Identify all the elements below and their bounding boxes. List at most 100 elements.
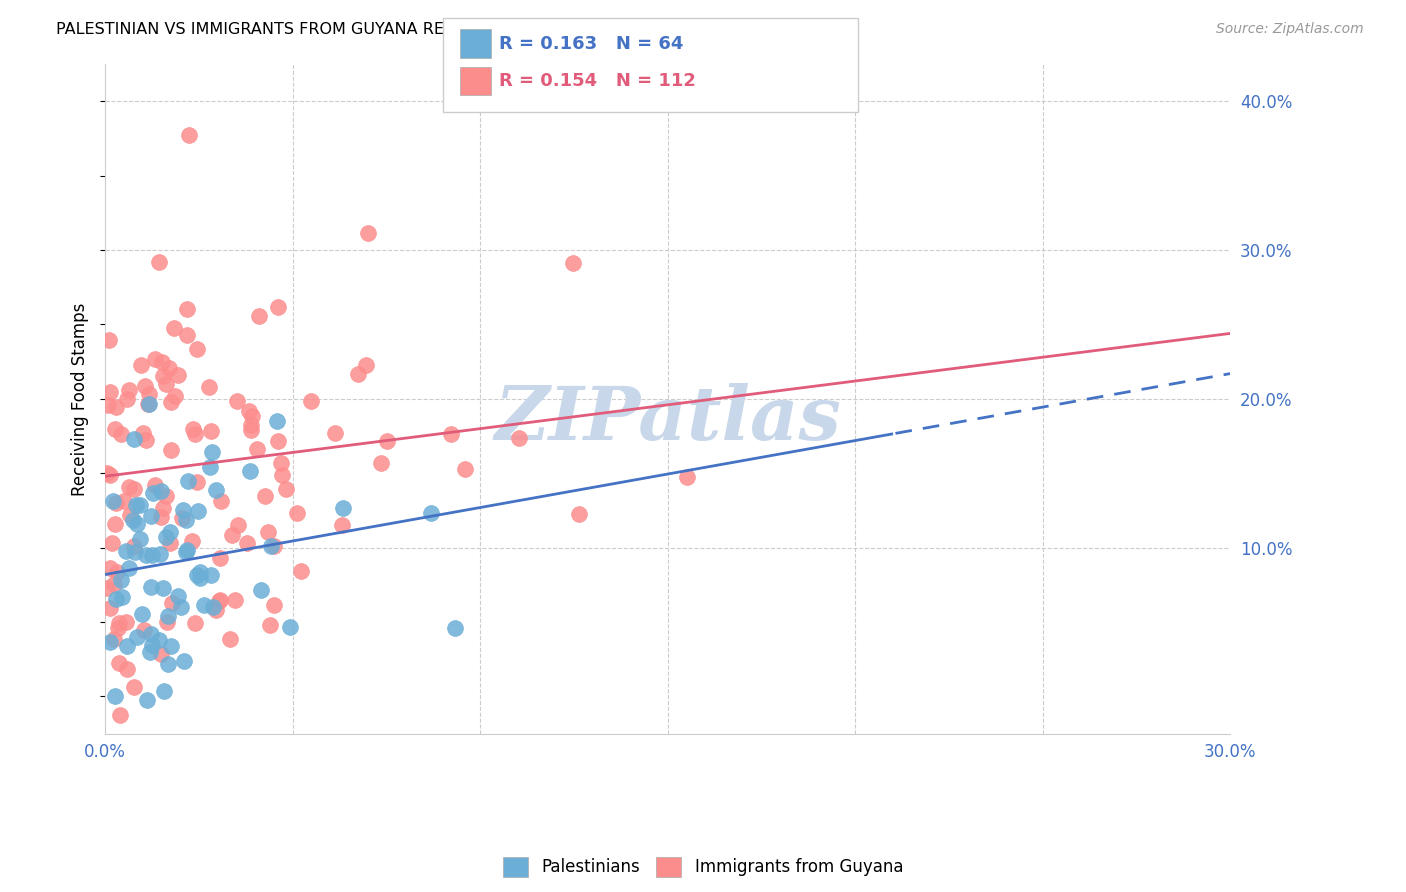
Point [139,627,162,641]
Point [160,395,183,409]
Point [104,690,127,704]
Point [179,128,201,143]
Text: ZIPatlas: ZIPatlas [495,383,841,455]
Point [138,387,160,401]
Point [201,600,224,615]
Point [159,443,181,458]
Point [172,503,194,517]
Point [118,384,141,398]
Point [108,657,131,671]
Point [176,301,198,316]
Point [187,504,209,518]
Point [208,592,231,607]
Point [357,227,380,241]
Point [221,527,243,541]
Point [98,384,121,399]
Point [135,433,157,447]
Point [103,577,125,591]
Point [219,632,242,646]
Point [238,404,260,418]
Point [239,464,262,478]
Point [150,483,173,498]
Point [323,426,346,441]
Point [97,398,120,412]
Point [148,254,170,268]
Point [156,657,179,671]
Point [160,639,183,653]
Point [148,632,170,647]
Point [270,456,292,470]
Point [568,507,591,521]
Text: R = 0.163   N = 64: R = 0.163 N = 64 [499,35,683,53]
Point [167,368,190,383]
Point [149,647,172,661]
Point [159,535,181,549]
Point [153,683,176,698]
Point [226,394,249,409]
Point [236,536,259,550]
Point [332,501,354,516]
Point [108,615,131,630]
Point [176,327,198,342]
Point [250,582,273,597]
Point [267,434,290,449]
Point [117,662,139,676]
Point [290,564,312,578]
Point [240,423,263,437]
Point [173,654,195,668]
Point [100,600,122,615]
Point [104,400,127,414]
Point [259,617,281,632]
Point [162,596,184,610]
Point [186,475,208,490]
Point [266,414,288,428]
Point [98,561,121,575]
Point [157,361,180,376]
Point [122,513,145,527]
Point [163,320,186,334]
Point [107,621,129,635]
Point [197,380,219,394]
Point [150,355,173,369]
Point [127,630,149,644]
Point [278,620,301,634]
Point [101,536,124,550]
Point [142,486,165,500]
Point [103,632,125,646]
Point [271,468,294,483]
Point [285,507,308,521]
Point [110,426,132,441]
Point [96,581,118,595]
Point [122,432,145,446]
Point [370,457,392,471]
Point [561,256,583,270]
Point [330,517,353,532]
Point [132,623,155,637]
Point [138,397,160,411]
Point [209,494,232,508]
Point [193,598,215,612]
Point [246,442,269,457]
Point [347,367,370,381]
Point [103,516,125,531]
Point [205,602,228,616]
Point [181,534,204,549]
Point [149,547,172,561]
Point [260,540,283,554]
Point [136,692,159,706]
Point [188,571,211,585]
Point [263,539,285,553]
Point [226,517,249,532]
Point [139,580,162,594]
Point [676,470,699,484]
Point [141,548,163,562]
Point [104,496,127,510]
Point [152,501,174,516]
Point [138,397,160,411]
Point [177,474,200,488]
Point [125,498,148,512]
Point [128,532,150,546]
Point [143,477,166,491]
Point [224,593,246,607]
Point [134,379,156,393]
